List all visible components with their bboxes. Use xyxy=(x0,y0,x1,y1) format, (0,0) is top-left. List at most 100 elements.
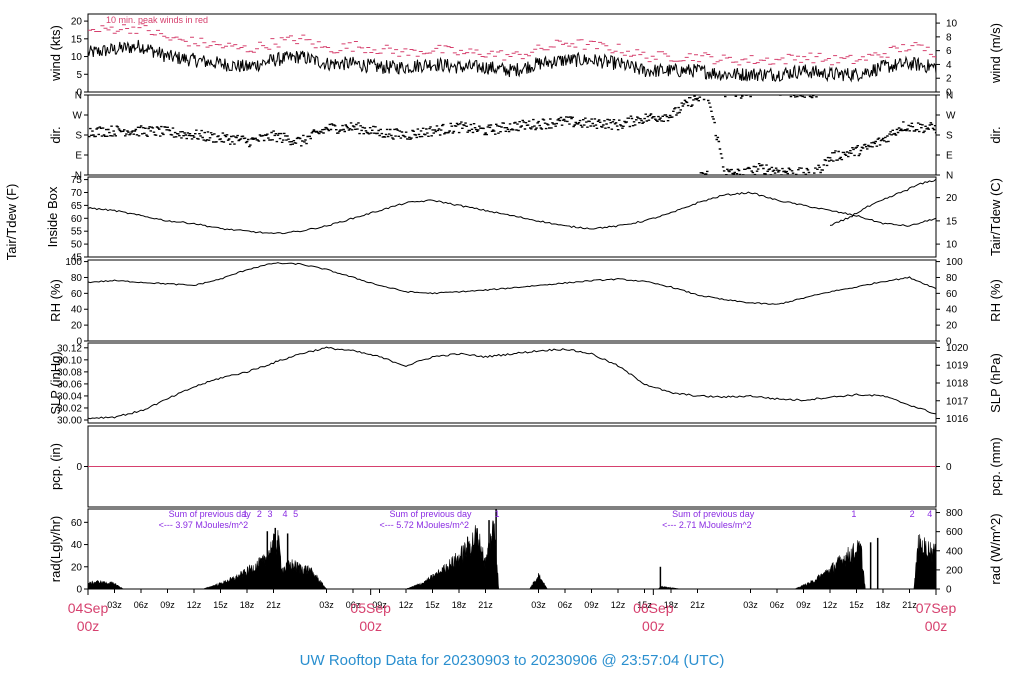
panel-frame xyxy=(87,94,937,176)
y-axis-title: RH (%) xyxy=(48,279,63,322)
series-line-rh-0 xyxy=(88,262,936,305)
y-tick-label: 60 xyxy=(71,214,83,225)
y2-tick-label: 0 xyxy=(946,88,952,99)
y2-tick-label: 1019 xyxy=(946,361,969,372)
y-axis-title-outer: Tair/Tdew (F) xyxy=(4,184,19,261)
x-tick-label: 21z xyxy=(266,600,281,610)
x-tick-label: 06z xyxy=(346,600,361,610)
y2-axis-title: RH (%) xyxy=(988,279,1003,322)
y-tick-label: 30.10 xyxy=(57,355,82,366)
y-tick-label: 20 xyxy=(71,562,83,573)
y-tick-label: 30.04 xyxy=(57,391,82,402)
y-tick-label: 40 xyxy=(71,305,83,316)
y2-tick-label: N xyxy=(946,171,953,182)
y2-tick-label: 1016 xyxy=(946,414,969,425)
y-tick-label: 30.08 xyxy=(57,367,82,378)
y2-tick-label: 15 xyxy=(946,216,958,227)
y-axis-title: SLP (inHg) xyxy=(48,351,63,414)
y-tick-label: 50 xyxy=(71,240,83,251)
panel-frame xyxy=(87,259,937,342)
x-tick-label: 03z xyxy=(319,600,334,610)
y-axis-title: dir. xyxy=(48,126,63,143)
x-date-time-label: 00z xyxy=(77,618,100,634)
y-tick-label: N xyxy=(75,91,82,102)
y-tick-label: 0 xyxy=(76,337,82,348)
y-tick-label: 55 xyxy=(71,227,83,238)
hour-mark-label: 1 xyxy=(851,509,856,519)
y-tick-label: 30.06 xyxy=(57,379,82,390)
y2-tick-label: 10 xyxy=(946,240,958,251)
y2-tick-label: 20 xyxy=(946,321,958,332)
y-tick-label: 15 xyxy=(71,34,83,45)
hour-mark-label: 2 xyxy=(910,509,915,519)
y-tick-label: 30.00 xyxy=(57,415,82,426)
y2-tick-label: 10 xyxy=(946,19,958,30)
x-tick-label: 18z xyxy=(876,600,891,610)
y2-tick-label: 800 xyxy=(946,508,963,519)
x-date-label: 07Sep xyxy=(916,600,957,616)
y2-axis-title: rad (W/m^2) xyxy=(988,513,1003,584)
y2-tick-label: 4 xyxy=(946,60,952,71)
y2-tick-label: 0 xyxy=(946,337,952,348)
series-marks-dir-0 xyxy=(88,95,936,175)
y2-tick-label: 20 xyxy=(946,193,958,204)
y-tick-label: 20 xyxy=(71,321,83,332)
series-line-temp-1 xyxy=(829,178,936,226)
panel-data xyxy=(88,95,936,175)
hour-mark-label: 1 xyxy=(243,509,248,519)
y2-tick-label: W xyxy=(946,111,956,122)
y-tick-label: E xyxy=(75,151,82,162)
y2-tick-label: S xyxy=(946,131,953,142)
panel-data xyxy=(88,346,936,420)
y-tick-label: 0 xyxy=(76,585,82,596)
y-tick-label: 5 xyxy=(76,70,82,81)
y2-tick-label: E xyxy=(946,151,953,162)
y2-tick-label: 80 xyxy=(946,273,958,284)
panel-data xyxy=(88,509,936,589)
x-tick-label: 15z xyxy=(213,600,228,610)
hour-mark-label: 2 xyxy=(257,509,262,519)
y2-tick-label: 200 xyxy=(946,565,963,576)
hour-mark-label: 1 xyxy=(494,509,499,519)
panel-data xyxy=(88,262,936,305)
panel-data xyxy=(88,23,936,83)
x-tick-label: 15z xyxy=(425,600,440,610)
y-tick-label: 80 xyxy=(71,273,83,284)
y-tick-label: 0 xyxy=(76,88,82,99)
y2-axis-title: dir. xyxy=(988,126,1003,143)
y-tick-label: 0 xyxy=(76,462,82,473)
y-tick-label: 60 xyxy=(71,289,83,300)
y2-tick-label: 2 xyxy=(946,74,952,85)
x-tick-label: 06z xyxy=(558,600,573,610)
y2-axis-title: pcp. (mm) xyxy=(988,437,1003,496)
y2-tick-label: 1018 xyxy=(946,378,969,389)
panel-data xyxy=(88,178,936,235)
panel-pcp: 0 0 pcp. (in) pcp. (mm) xyxy=(48,425,1003,508)
y-tick-label: 60 xyxy=(71,518,83,529)
y2-axis-title: Tair/Tdew (C) xyxy=(988,178,1003,256)
y2-tick-label: 400 xyxy=(946,546,963,557)
x-date-time-label: 00z xyxy=(925,618,948,634)
peak-wind-annotation: 10 min. peak winds in red xyxy=(106,15,208,25)
daily-sum-title: Sum of previous day xyxy=(169,509,252,519)
y2-tick-label: 40 xyxy=(946,305,958,316)
x-tick-label: 18z xyxy=(240,600,255,610)
hour-mark-label: 3 xyxy=(267,509,272,519)
y-axis-title: Inside Box xyxy=(45,186,60,247)
x-tick-label: 03z xyxy=(107,600,122,610)
panel-frame xyxy=(87,176,937,258)
daily-sum-title: Sum of previous day xyxy=(390,509,473,519)
x-tick-label: 12z xyxy=(611,600,626,610)
chart-title: UW Rooftop Data for 20230903 to 20230906… xyxy=(300,652,725,669)
y-axis-title: rad(Lgly/hr) xyxy=(48,516,63,582)
daily-sum-value: <--- 3.97 MJoules/m^2 xyxy=(159,520,249,530)
x-tick-label: 12z xyxy=(823,600,838,610)
x-tick-label: 21z xyxy=(690,600,705,610)
y-tick-label: 100 xyxy=(65,257,82,268)
x-tick-label: 09z xyxy=(372,600,387,610)
y-axis-title: pcp. (in) xyxy=(48,443,63,490)
x-tick-label: 15z xyxy=(849,600,864,610)
